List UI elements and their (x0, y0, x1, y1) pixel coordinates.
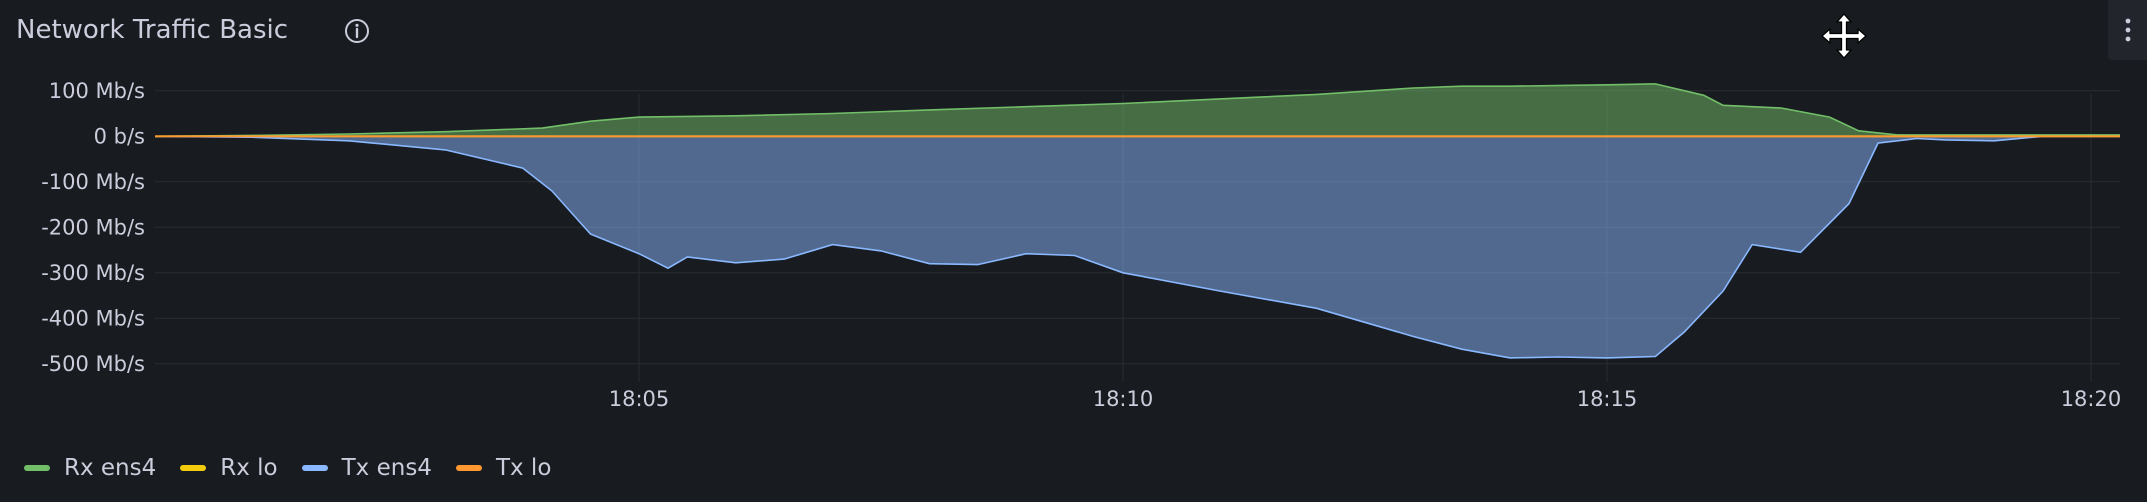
panel-menu-button[interactable] (2108, 0, 2147, 60)
x-tick-label: 18:10 (1093, 387, 1154, 411)
y-tick-label: -400 Mb/s (41, 306, 145, 330)
vertical-dots-menu-icon (2125, 18, 2131, 42)
legend-swatch (455, 465, 482, 471)
x-tick-label: 18:05 (609, 387, 670, 411)
series-line-rx-ens4 (154, 83, 2120, 138)
legend-label: Tx ens4 (341, 455, 432, 481)
panel-title[interactable]: Network Traffic Basic (16, 15, 289, 45)
y-axis: 100 Mb/s 0 b/s -100 Mb/s -200 Mb/s -300 Mb/s… (41, 79, 145, 376)
y-tick-label: -500 Mb/s (41, 352, 145, 376)
y-tick-label: 0 b/s (94, 124, 145, 148)
info-circle-icon[interactable] (342, 16, 372, 46)
chart-lines (154, 83, 2120, 359)
x-axis: 18:05 18:10 18:15 18:20 (609, 387, 2122, 411)
panel-header[interactable]: Network Traffic Basic (0, 0, 2147, 62)
y-tick-label: 100 Mb/s (49, 79, 145, 103)
y-tick-label: -200 Mb/s (41, 215, 145, 239)
legend-item-tx-lo[interactable]: Tx lo (455, 455, 552, 481)
series-line-tx-ens4 (154, 135, 2120, 359)
x-tick-label: 18:20 (2061, 387, 2122, 411)
chart-areas (155, 83, 2120, 358)
series-area-tx-ens4 (155, 136, 2120, 358)
legend-swatch (180, 465, 207, 471)
legend-item-rx-lo[interactable]: Rx lo (180, 455, 278, 481)
legend-swatch (301, 465, 328, 471)
legend-swatch (24, 465, 50, 471)
series-area-rx-ens4 (155, 83, 2120, 137)
x-tick-label: 18:15 (1577, 387, 1638, 411)
legend-item-tx-ens4[interactable]: Tx ens4 (301, 455, 432, 481)
legend-label: Rx ens4 (64, 455, 157, 481)
move-arrows-icon[interactable] (1820, 12, 1868, 60)
legend-item-rx-ens4[interactable]: Rx ens4 (24, 455, 156, 481)
legend-label: Tx lo (495, 455, 552, 481)
y-tick-label: -100 Mb/s (41, 170, 145, 194)
chart-legend: Rx ens4 Rx lo Tx ens4 Tx lo (24, 452, 551, 484)
y-tick-label: -300 Mb/s (41, 261, 145, 285)
network-traffic-chart[interactable]: 100 Mb/s 0 b/s -100 Mb/s -200 Mb/s -300 Mb/s… (0, 62, 2147, 442)
legend-label: Rx lo (220, 455, 278, 481)
